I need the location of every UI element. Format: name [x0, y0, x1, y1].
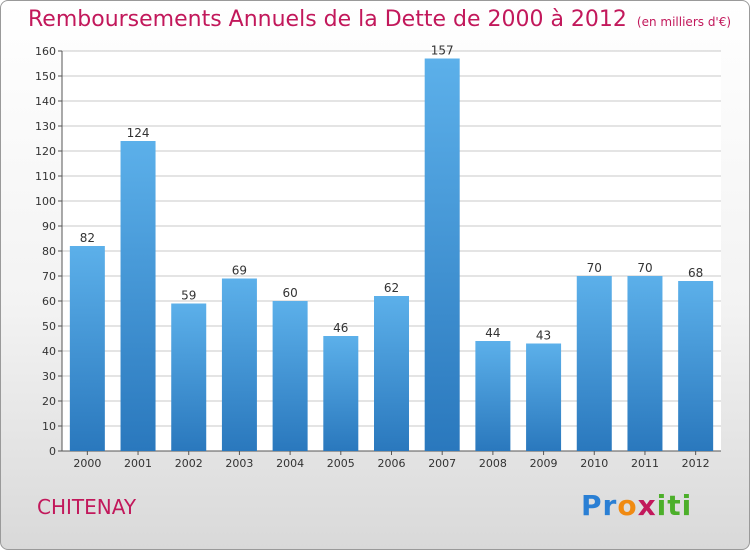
y-tick-label: 20 — [42, 395, 56, 408]
chart-subtitle: (en milliers d'€) — [636, 15, 732, 29]
chart-title: Remboursements Annuels de la Dette de 20… — [28, 7, 731, 32]
data-label: 82 — [80, 231, 95, 245]
y-tick-label: 90 — [42, 220, 56, 233]
x-tick-label: 2004 — [276, 457, 304, 470]
x-tick-label: 2007 — [428, 457, 456, 470]
data-label: 43 — [536, 329, 551, 343]
y-tick-label: 100 — [35, 195, 56, 208]
bar — [627, 276, 663, 451]
x-tick-label: 2010 — [580, 457, 608, 470]
bar — [678, 281, 714, 451]
y-tick-label: 160 — [35, 45, 56, 58]
x-tick-label: 2011 — [631, 457, 659, 470]
logo-letter: i — [681, 489, 693, 522]
y-tick-label: 130 — [35, 120, 56, 133]
y-tick-label: 120 — [35, 145, 56, 158]
y-tick-label: 60 — [42, 295, 56, 308]
y-tick-label: 80 — [42, 245, 56, 258]
bar — [323, 336, 359, 451]
x-tick-label: 2003 — [225, 457, 253, 470]
logo-letter: o — [617, 489, 638, 522]
x-tick-label: 2008 — [479, 457, 507, 470]
data-label: 124 — [127, 126, 150, 140]
x-tick-label: 2005 — [327, 457, 355, 470]
logo-letter: i — [656, 489, 668, 522]
chart-title-text: Remboursements Annuels de la Dette de 20… — [28, 7, 627, 32]
x-tick-label: 2000 — [73, 457, 101, 470]
logo-letter: x — [637, 489, 657, 522]
data-label: 60 — [282, 286, 297, 300]
data-label: 157 — [431, 44, 454, 58]
x-tick-label: 2001 — [124, 457, 152, 470]
y-tick-label: 70 — [42, 270, 56, 283]
commune-name: CHITENAY — [37, 495, 137, 519]
data-label: 68 — [688, 266, 703, 280]
bar — [374, 296, 409, 451]
bar — [171, 303, 207, 451]
y-tick-label: 140 — [35, 95, 56, 108]
data-label: 59 — [181, 289, 196, 303]
x-tick-label: 2002 — [175, 457, 203, 470]
bar — [475, 341, 511, 451]
logo-letter: t — [667, 489, 682, 522]
proxiti-logo: Proxiti — [581, 489, 692, 522]
bar — [526, 343, 562, 451]
bar — [576, 276, 612, 451]
bar — [424, 58, 460, 451]
y-tick-label: 0 — [49, 445, 56, 458]
y-tick-label: 30 — [42, 370, 56, 383]
y-tick-label: 50 — [42, 320, 56, 333]
y-tick-label: 40 — [42, 345, 56, 358]
data-label: 62 — [384, 281, 399, 295]
logo-letter: P — [581, 489, 603, 522]
bar — [120, 141, 156, 451]
data-label: 70 — [637, 261, 652, 275]
y-tick-label: 110 — [35, 170, 56, 183]
data-label: 70 — [587, 261, 602, 275]
x-tick-label: 2009 — [530, 457, 558, 470]
x-tick-label: 2006 — [378, 457, 406, 470]
data-label: 46 — [333, 321, 348, 335]
bar — [272, 301, 308, 451]
bar — [221, 278, 257, 451]
y-tick-label: 150 — [35, 70, 56, 83]
data-label: 69 — [232, 264, 247, 278]
logo-letter: r — [602, 489, 618, 522]
data-label: 44 — [485, 326, 500, 340]
bar — [69, 246, 105, 451]
y-tick-label: 10 — [42, 420, 56, 433]
x-tick-label: 2012 — [682, 457, 710, 470]
